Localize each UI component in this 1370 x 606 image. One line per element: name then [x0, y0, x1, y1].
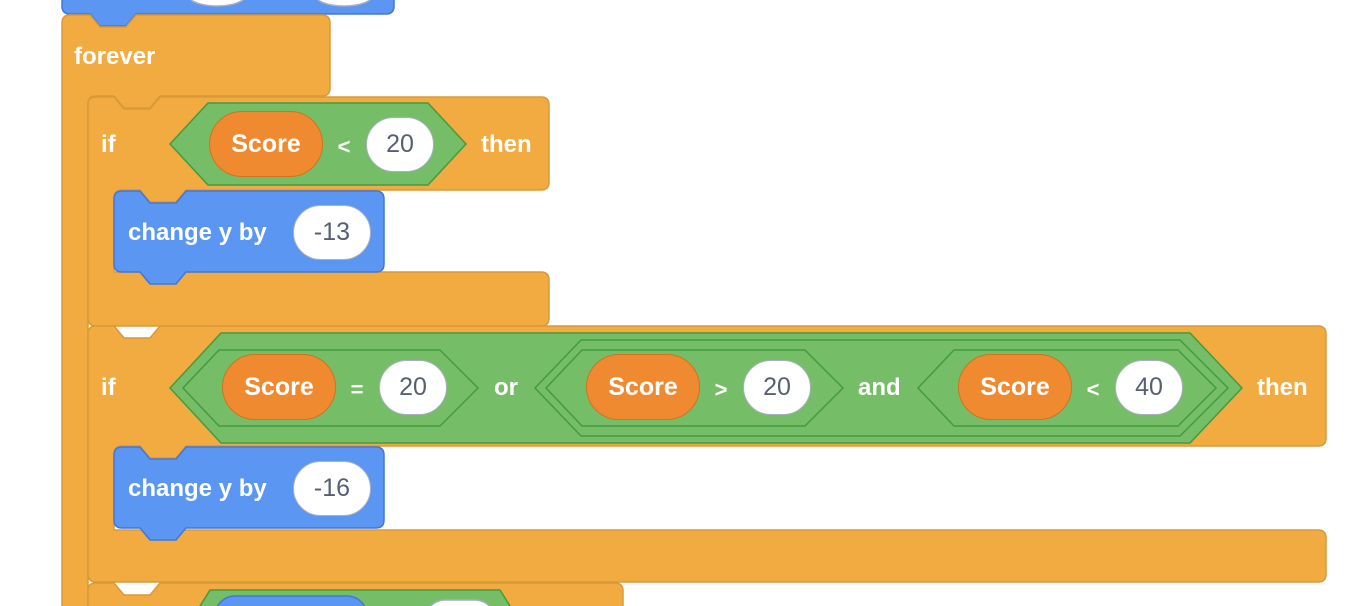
or-label: or: [494, 374, 518, 401]
if-label-2: if: [101, 374, 116, 401]
hidden-input-right[interactable]: [316, 0, 372, 7]
then-label-2: then: [1257, 374, 1308, 401]
if-label-1: if: [101, 131, 116, 158]
less-than-operator-2: <: [1086, 377, 1100, 402]
forever-label: forever: [74, 43, 156, 70]
less-than-operator-1: <: [337, 134, 351, 159]
input-partial[interactable]: [425, 599, 495, 606]
score-variable-4[interactable]: Score: [958, 354, 1072, 420]
value-input-40[interactable]: 40: [1115, 360, 1183, 415]
then-label-1: then: [481, 131, 532, 158]
value-input-20-c[interactable]: 20: [743, 360, 811, 415]
hidden-input-left[interactable]: [189, 0, 245, 7]
greater-than-operator: >: [714, 377, 728, 402]
change-y-input-1[interactable]: -13: [293, 205, 371, 260]
change-y-input-2[interactable]: -16: [293, 461, 371, 516]
and-label: and: [858, 374, 901, 401]
score-variable-2[interactable]: Score: [222, 354, 336, 420]
score-variable-3[interactable]: Score: [586, 354, 700, 420]
change-y-label-2: change y by: [128, 475, 267, 502]
change-y-label-1: change y by: [128, 219, 267, 246]
equals-operator: =: [350, 377, 364, 402]
value-input-20-b[interactable]: 20: [379, 360, 447, 415]
value-input-20-a[interactable]: 20: [366, 117, 434, 172]
reporter-partial[interactable]: [215, 595, 367, 606]
score-variable-1[interactable]: Score: [209, 111, 323, 177]
